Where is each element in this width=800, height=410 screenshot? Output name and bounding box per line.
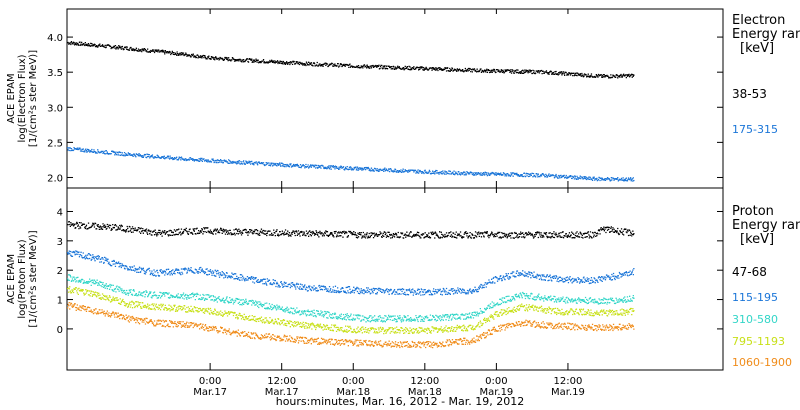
electron-legend-title-2: Energy ran (732, 27, 800, 42)
proton-legend-title-3: [keV] (740, 232, 775, 247)
y-axis-label: log(Electron Flux) (17, 54, 28, 142)
proton-legend-item-2: 115-195 (732, 291, 778, 304)
proton-panel-frame (66, 187, 724, 371)
x-axis-label: hours:minutes, Mar. 16, 2012 - Mar. 19, … (276, 395, 525, 408)
electron-legend: Electron Energy ran [keV] (732, 14, 800, 56)
y-tick-label: 2.5 (47, 138, 63, 149)
electron-legend-title-3: [keV] (740, 41, 775, 56)
y-tick-label: 1 (57, 296, 63, 307)
series-47-68 (67, 221, 635, 239)
y-axis-label: [1/(cm²s ster MeV)] (28, 50, 39, 147)
series-310-580 (67, 274, 635, 323)
x-tick-time: 0:00 (199, 376, 221, 387)
y-axis-label: log(Proton Flux) (17, 239, 28, 318)
y-tick-label: 4.0 (47, 33, 63, 44)
x-tick-time: 12:00 (267, 376, 296, 387)
proton-legend-item-4: 795-1193 (732, 335, 785, 348)
x-tick-date: Mar.18 (336, 387, 370, 398)
proton-legend-title-2: Energy ran (732, 218, 800, 233)
electron-legend-title-1: Electron (732, 13, 786, 28)
x-tick-time: 0:00 (342, 376, 364, 387)
proton-legend-title-1: Proton (732, 204, 774, 219)
proton-legend-item-3: 310-580 (732, 313, 778, 326)
series-115-195 (67, 250, 635, 296)
electron-panel-frame (66, 8, 724, 189)
proton-legend-item-1: 47-68 (732, 265, 767, 279)
proton-legend-item-5: 1060-1900 (732, 356, 792, 369)
electron-legend-item-1: 38-53 (732, 87, 767, 101)
y-tick-label: 3 (57, 237, 63, 248)
x-tick-time: 0:00 (485, 376, 507, 387)
y-tick-label: 2.0 (47, 173, 63, 184)
y-tick-label: 4 (57, 207, 63, 218)
proton-legend: Proton Energy ran [keV] (732, 205, 800, 247)
y-axis-label: [1/(cm²s ster MeV)] (28, 230, 39, 327)
electron-legend-item-2: 175-315 (732, 123, 778, 136)
series-38-53 (67, 41, 635, 79)
y-axis-label: ACE EPAM (6, 254, 17, 304)
series-795-1193 (67, 286, 635, 335)
series-1060-1900 (67, 301, 635, 349)
x-tick-date: Mar.19 (551, 387, 585, 398)
y-tick-label: 0 (57, 325, 63, 336)
series-175-315 (67, 146, 635, 182)
y-tick-label: 3.0 (47, 103, 63, 114)
x-tick-date: Mar.17 (193, 387, 227, 398)
x-tick-date: Mar.18 (408, 387, 442, 398)
x-tick-date: Mar.17 (265, 387, 299, 398)
y-tick-label: 2 (57, 266, 63, 277)
y-axis-label: ACE EPAM (6, 73, 17, 123)
y-tick-label: 3.5 (47, 68, 63, 79)
x-tick-time: 12:00 (554, 376, 583, 387)
x-tick-time: 12:00 (410, 376, 439, 387)
x-tick-date: Mar.19 (479, 387, 513, 398)
